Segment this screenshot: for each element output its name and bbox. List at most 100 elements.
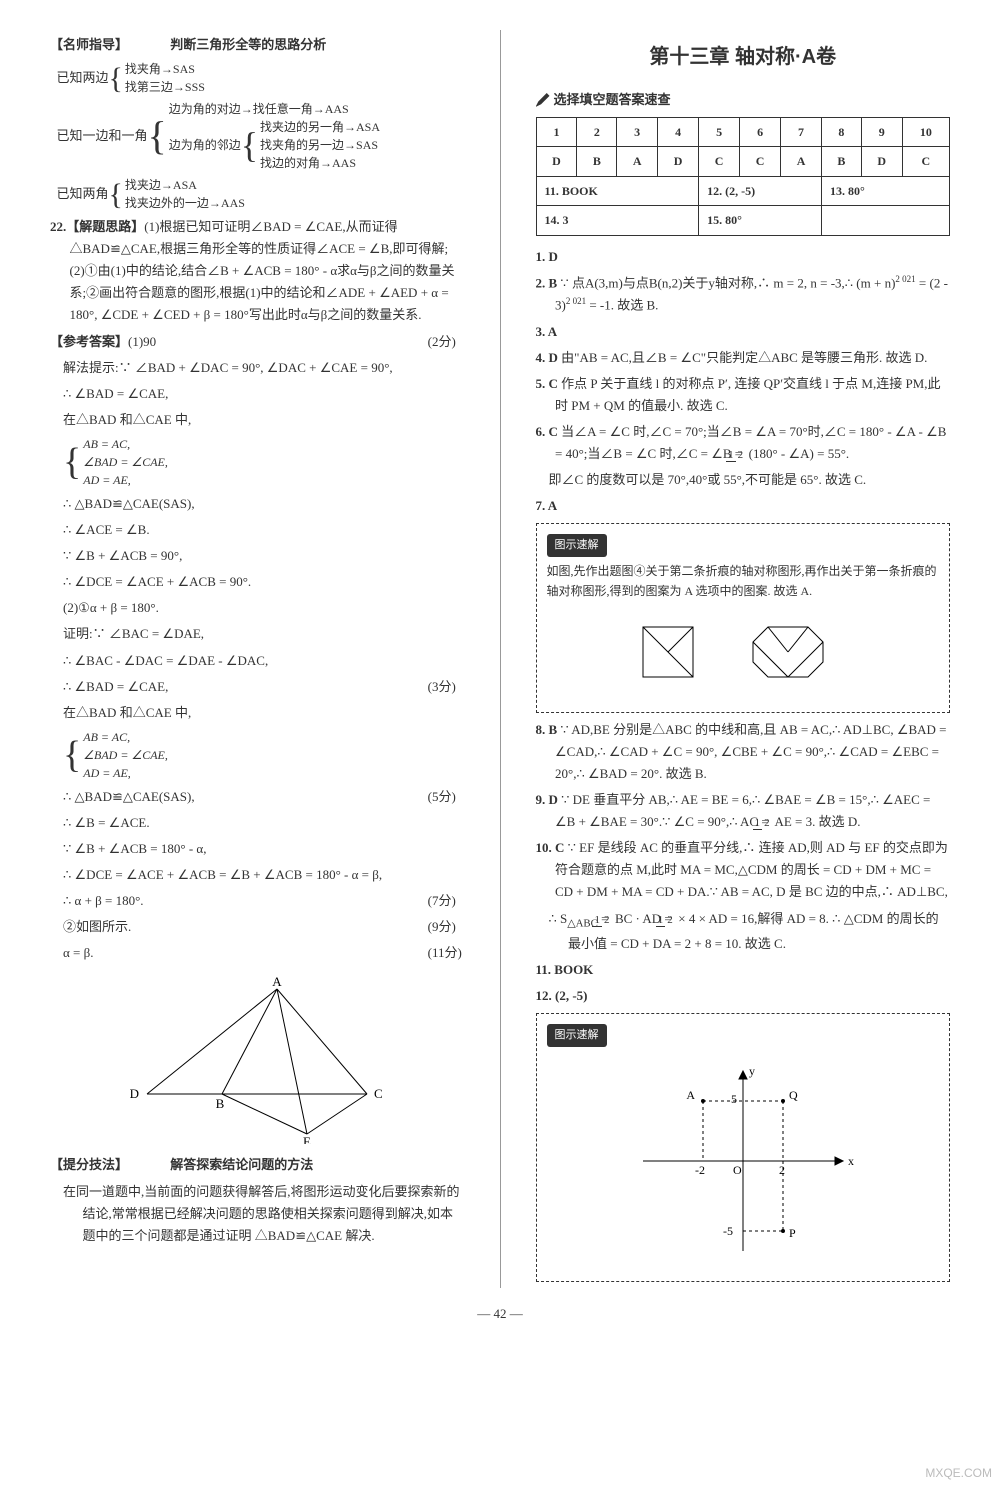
tip-title: 判断三角形全等的思路分析	[170, 37, 326, 52]
column-divider	[500, 30, 501, 1288]
cell: D	[536, 147, 577, 176]
q-label: 4. D	[536, 350, 558, 365]
box-title: 图示速解	[547, 1024, 607, 1047]
proof-line: (2)①α + β = 180°.	[63, 597, 465, 619]
fold-diagram	[547, 612, 940, 692]
brace-item: 找夹边→ASA	[125, 176, 245, 194]
cell: 8	[822, 118, 862, 147]
frac-d: 2	[736, 449, 746, 461]
frac-d: 2	[665, 914, 675, 926]
sys-line: AD = AE,	[83, 764, 168, 782]
frac-n: 1	[656, 914, 666, 927]
q7: 7. A	[536, 495, 951, 517]
brace-sublabel: 边为角的邻边	[169, 136, 241, 154]
page-number: — 42 —	[50, 1303, 950, 1325]
brace-item: 找夹边外的一边→AAS	[125, 194, 245, 212]
proof-line: ∴ △BAD≌△CAE(SAS),	[63, 493, 465, 515]
proof-line: ∴ ∠B = ∠ACE.	[63, 812, 465, 834]
watermark: MXQE.COM	[925, 1463, 992, 1483]
proof-line: ∴ ∠BAC - ∠DAC = ∠DAE - ∠DAC,	[63, 650, 465, 672]
cell: 7	[781, 118, 822, 147]
tip-label: 【名师指导】	[50, 37, 128, 52]
box-text: 如图,先作出题图④关于第二条折痕的轴对称图形,再作出关于第一条折痕的轴对称图形,…	[547, 561, 940, 602]
box-title: 图示速解	[547, 534, 607, 557]
score-tag: (11分)	[447, 942, 464, 964]
proof-line: 证明:∵ ∠BAC = ∠DAE,	[63, 623, 465, 645]
left-column: 【名师指导】 判断三角形全等的思路分析 已知两边 { 找夹角→SAS 找第三边→…	[50, 30, 465, 1288]
text: ∴ △BAD≌△CAE(SAS),	[63, 789, 195, 804]
score-tag: (9分)	[447, 916, 464, 938]
proof-line: ∴ ∠ACE = ∠B.	[63, 519, 465, 541]
proof-line: ∴ ∠DCE = ∠ACE + ∠ACB = ∠B + ∠ACB = 180° …	[63, 864, 465, 886]
q-text: 作点 P 关于直线 l 的对称点 P′, 连接 QP′交直线 l 于点 M,连接…	[555, 376, 941, 413]
brace-icon: {	[109, 181, 123, 208]
q-label: 6. C	[536, 424, 558, 439]
proof-line: ②如图所示. (9分)	[63, 916, 465, 938]
cell: 4	[658, 118, 699, 147]
ref-value: (1)90	[128, 334, 156, 349]
right-column: 第十三章 轴对称·A卷 选择填空题答案速查 1 2 3 4 5 6 7 8 9 …	[536, 30, 951, 1288]
cell: 6	[740, 118, 781, 147]
proof-line: ∴ ∠BAD = ∠CAE, (3分)	[63, 676, 465, 698]
svg-text:Q: Q	[789, 1088, 798, 1102]
proof-line: ∴ ∠BAD = ∠CAE,	[63, 383, 465, 405]
coord-diagram: A Q P O x y 5 -5 -2 2	[547, 1061, 940, 1261]
brace-item: 找夹角→SAS	[125, 60, 205, 78]
quick-label: 选择填空题答案速查	[554, 89, 671, 111]
q-text: ∵ EF 是线段 AC 的垂直平分线,∴ 连接 AD,则 AD 与 EF 的交点…	[555, 840, 948, 899]
cell: 5	[699, 118, 740, 147]
tip2-label: 【提分技法】	[50, 1157, 128, 1172]
brace-item: 找夹边的另一角→ASA	[260, 118, 380, 136]
cell: 10	[902, 118, 949, 147]
svg-text:-5: -5	[723, 1224, 733, 1238]
proof-line: 在△BAD 和△CAE 中,	[63, 409, 465, 431]
brace-item: 边为角的对边→找任意一角→AAS	[169, 100, 380, 118]
brace-icon: {	[63, 445, 81, 479]
q-text: ∵ 点A(3,m)与点B(n,2)关于y轴对称,∴ m = 2, n = -3,…	[560, 275, 895, 290]
brace-item: 找边的对角→AAS	[260, 154, 380, 172]
q10: 10. C ∵ EF 是线段 AC 的垂直平分线,∴ 连接 AD,则 AD 与 …	[536, 837, 951, 903]
system-2: { AB = AC, ∠BAD = ∠CAE, AD = AE,	[63, 728, 465, 782]
svg-text:A: A	[686, 1088, 695, 1102]
cell: C	[902, 147, 949, 176]
cell: 13. 80°	[822, 176, 950, 205]
cell: 9	[861, 118, 902, 147]
proof-line: ∵ ∠B + ∠ACB = 180° - α,	[63, 838, 465, 860]
score-tag: (3分)	[447, 676, 464, 698]
svg-text:5: 5	[731, 1092, 737, 1106]
sys-line: AD = AE,	[83, 471, 168, 489]
svg-text:-2: -2	[695, 1163, 705, 1177]
svg-text:P: P	[789, 1226, 796, 1240]
brace-icon: {	[63, 738, 81, 772]
brace-item: 找夹角的另一边→SAS	[260, 136, 380, 154]
svg-text:B: B	[216, 1096, 225, 1111]
cell: 1	[536, 118, 577, 147]
frac-d: 2	[762, 817, 772, 829]
exp: 2 021	[566, 296, 586, 306]
proof-line: ∴ △BAD≌△CAE(SAS), (5分)	[63, 786, 465, 808]
sys-line: ∠BAD = ∠CAE,	[83, 746, 168, 764]
brace-icon: {	[148, 118, 167, 154]
cell: 2	[577, 118, 617, 147]
q22-analysis: 22.【解题思路】(1)根据已知可证明∠BAD = ∠CAE,从而证得△BAD≌…	[50, 216, 465, 326]
proof-line: ∵ ∠B + ∠ACB = 90°,	[63, 545, 465, 567]
svg-text:A: A	[273, 974, 283, 989]
score-tag: (5分)	[447, 786, 464, 808]
q-text: (180° - ∠A) = 55°.	[749, 446, 850, 461]
cell: B	[822, 147, 862, 176]
q-text: ∵ AD,BE 分别是△ABC 的中线和高,且 AB = AC,∴ AD⊥BC,…	[555, 722, 947, 781]
answer-table: 1 2 3 4 5 6 7 8 9 10 D B A D C C A B D C…	[536, 117, 951, 236]
q8: 8. B ∵ AD,BE 分别是△ABC 的中线和高,且 AB = AC,∴ A…	[536, 719, 951, 785]
cell	[822, 206, 950, 235]
svg-text:O: O	[733, 1163, 742, 1177]
text: ②如图所示.	[63, 919, 131, 934]
frac-d: 2	[602, 914, 612, 926]
cell: A	[617, 147, 658, 176]
svg-text:E: E	[303, 1134, 311, 1144]
reference-answer: 【参考答案】(1)90 (2分)	[50, 331, 465, 353]
q4: 4. D 由"AB = AC,且∠B = ∠C"只能判定△ABC 是等腰三角形.…	[536, 347, 951, 369]
frac-n: 1	[592, 914, 602, 927]
proof-line: ∴ α + β = 180°. (7分)	[63, 890, 465, 912]
tip-heading: 【名师指导】 判断三角形全等的思路分析	[50, 34, 465, 56]
q-label: 9. D	[536, 792, 558, 807]
